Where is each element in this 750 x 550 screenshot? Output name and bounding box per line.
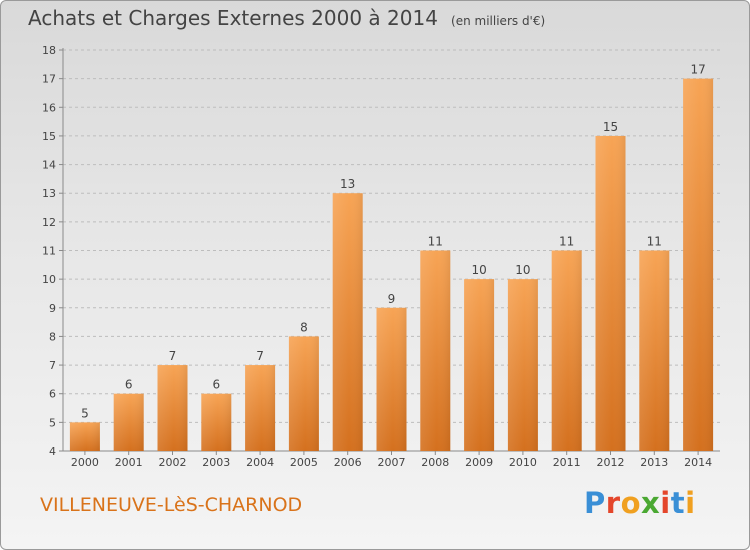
proxiti-logo: Proxiti [584, 486, 696, 520]
data-label: 6 [125, 378, 133, 392]
bar-shade [245, 365, 276, 451]
x-tick-label: 2011 [553, 456, 581, 469]
bar-shade [69, 422, 100, 451]
logo-letter: x [641, 486, 661, 520]
logo-letter: i [685, 486, 696, 520]
data-label: 17 [690, 63, 705, 77]
x-tick-label: 2010 [509, 456, 537, 469]
data-label: 13 [340, 177, 355, 191]
bar-shade [332, 193, 363, 451]
bar-shade [113, 393, 144, 451]
bar-shade [288, 336, 319, 451]
bars [69, 78, 714, 452]
x-tick-label: 2007 [378, 456, 406, 469]
logo-letter: o [620, 486, 642, 520]
y-tick-label: 4 [49, 445, 56, 458]
logo-letter: P [584, 486, 606, 520]
bar-shade [201, 393, 232, 451]
chart-title-block: Achats et Charges Externes 2000 à 2014 (… [28, 6, 545, 30]
data-label: 7 [169, 349, 177, 363]
y-tick-labels: 4 5 6 7 8 9 10 11 12 13 14 15 16 17 18 [42, 44, 56, 458]
y-tick-label: 5 [49, 416, 56, 429]
bar-shade [157, 365, 188, 451]
y-tick-label: 7 [49, 359, 56, 372]
y-tick-label: 9 [49, 302, 56, 315]
x-tick-label: 2004 [246, 456, 274, 469]
x-tick-label: 2005 [290, 456, 318, 469]
y-tick-label: 13 [42, 187, 56, 200]
data-label: 9 [388, 292, 396, 306]
x-tick-label: 2001 [115, 456, 143, 469]
y-tick-label: 12 [42, 216, 56, 229]
x-tick-label: 2012 [597, 456, 625, 469]
y-tick-label: 17 [42, 73, 56, 86]
x-tick-label: 2002 [159, 456, 187, 469]
x-tick-label: 2013 [640, 456, 668, 469]
data-label: 11 [559, 235, 574, 249]
logo-letter: t [670, 486, 686, 520]
data-label: 5 [81, 406, 89, 420]
data-labels: 5 6 7 6 7 8 13 9 11 10 10 11 15 11 17 [81, 63, 706, 421]
unit-note: (en milliers d'€) [451, 14, 546, 28]
logo-letter: i [660, 486, 671, 520]
bar-shade [683, 78, 714, 452]
bar-shade [551, 250, 582, 451]
x-tick-label: 2014 [684, 456, 712, 469]
bar-shade [639, 250, 670, 451]
commune-name: VILLENEUVE-LèS-CHARNOD [40, 494, 303, 516]
y-tick-label: 6 [49, 388, 56, 401]
x-tick-label: 2009 [465, 456, 493, 469]
data-label: 8 [300, 320, 308, 334]
data-label: 7 [256, 349, 264, 363]
y-tick-label: 11 [42, 245, 56, 258]
x-tick-label: 2008 [421, 456, 449, 469]
bar-shade [420, 250, 451, 451]
y-tick-label: 18 [42, 44, 56, 57]
data-label: 11 [428, 235, 443, 249]
y-tick-label: 14 [42, 159, 56, 172]
y-tick-label: 15 [42, 130, 56, 143]
data-label: 10 [515, 263, 530, 277]
x-tick-label: 2000 [71, 456, 99, 469]
x-tick-label: 2006 [334, 456, 362, 469]
bar-shade [595, 135, 626, 451]
bar-shade [376, 307, 407, 451]
x-tick-labels: 2000 2001 2002 2003 2004 2005 2006 2007 2008 2009… [71, 456, 712, 469]
y-tick-label: 10 [42, 273, 56, 286]
data-label: 10 [471, 263, 486, 277]
logo-letter: r [605, 486, 621, 520]
y-tick-label: 8 [49, 330, 56, 343]
y-tick-label: 16 [42, 101, 56, 114]
data-label: 6 [212, 378, 220, 392]
data-label: 15 [603, 120, 618, 134]
chart-title: Achats et Charges Externes 2000 à 2014 [28, 6, 438, 30]
bar-shade [464, 279, 495, 451]
bar-shade [507, 279, 538, 451]
x-tick-label: 2003 [202, 456, 230, 469]
data-label: 11 [647, 235, 662, 249]
